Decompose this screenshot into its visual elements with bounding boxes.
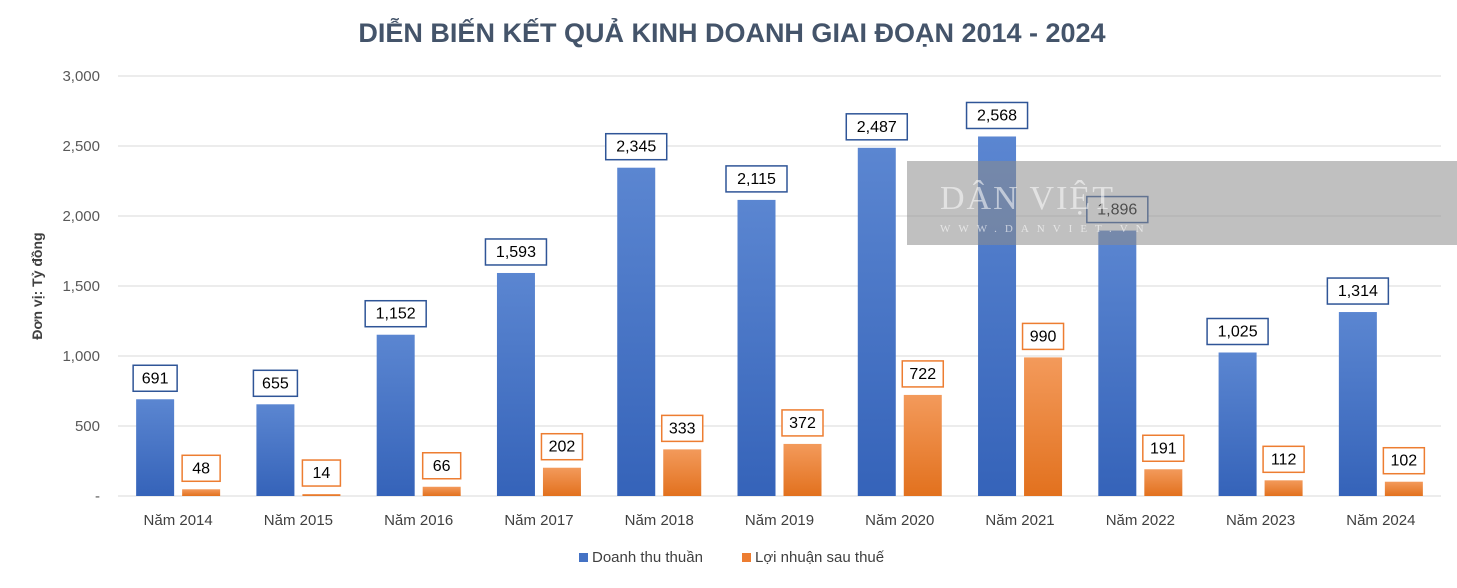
bar-loi-nhuan [1384, 481, 1423, 496]
x-tick-label: Năm 2016 [384, 512, 453, 529]
data-label: 1,314 [1338, 283, 1378, 300]
gridlines [118, 75, 1441, 497]
data-label-box [364, 299, 427, 328]
data-label-box [132, 364, 178, 393]
data-labels: 691 48 655 14 1,152 66 1,593 202 2,345 333 2,115 37… [132, 101, 1426, 487]
bar-loi-nhuan [1264, 480, 1303, 496]
y-tick-label: - [95, 488, 100, 505]
data-label-box [1382, 446, 1426, 475]
y-axis-label: Đơn vị: Tỷ đồng [29, 232, 45, 339]
x-tick-label: Năm 2019 [745, 512, 814, 529]
data-label-box [725, 165, 788, 193]
x-tick-label: Năm 2020 [865, 512, 934, 529]
legend: Doanh thu thuần Lợi nhuận sau thuế [579, 549, 885, 566]
bar-loi-nhuan [903, 394, 942, 496]
y-axis-ticks: - 500 1,000 1,500 2,000 2,500 3,000 [62, 68, 100, 505]
data-label-box [965, 101, 1029, 130]
data-label: 66 [433, 458, 451, 475]
data-label: 102 [1391, 453, 1418, 470]
data-label: 372 [789, 415, 816, 432]
x-tick-label: Năm 2014 [144, 512, 213, 529]
data-label-box [901, 360, 945, 388]
bar-loi-nhuan [1024, 357, 1063, 496]
data-label: 112 [1271, 451, 1297, 468]
bar-doanh-thu [136, 399, 175, 496]
bar-doanh-thu [1338, 312, 1377, 496]
bar-loi-nhuan [1144, 469, 1183, 496]
data-label-box [1326, 277, 1390, 305]
bar-doanh-thu [1218, 352, 1257, 496]
data-label: 202 [549, 439, 576, 456]
x-tick-label: Năm 2017 [504, 512, 573, 529]
legend-swatch-doanh-thu [579, 553, 588, 562]
watermark-url: WWW.DANVIET.VN [940, 223, 1152, 235]
data-label: 191 [1150, 440, 1177, 457]
data-label-box [660, 414, 704, 443]
watermark-brand: DÂN VIỆT [940, 180, 1115, 217]
watermark: DÂN VIỆT WWW.DANVIET.VN [907, 161, 1457, 245]
data-label: 722 [909, 366, 936, 383]
data-label-box [540, 432, 584, 461]
data-label-box [845, 113, 909, 141]
x-tick-label: Năm 2023 [1226, 512, 1295, 529]
data-label: 2,487 [857, 119, 897, 136]
bar-doanh-thu [737, 199, 776, 496]
data-label-box [301, 459, 342, 487]
bar-series [136, 136, 1423, 497]
x-tick-label: Năm 2015 [264, 512, 333, 529]
bar-loi-nhuan [422, 486, 461, 496]
bar-doanh-thu [617, 167, 656, 496]
data-label-box [1262, 445, 1305, 474]
bar-doanh-thu [256, 404, 295, 496]
bar-loi-nhuan [542, 467, 581, 496]
bar-doanh-thu [857, 147, 896, 496]
data-label: 990 [1030, 328, 1057, 345]
bar-doanh-thu [496, 272, 535, 496]
data-label-box [484, 238, 548, 266]
x-axis-ticks: Năm 2014 Năm 2015 Năm 2016 Năm 2017 Năm 2018… [144, 512, 1416, 529]
data-label-box [781, 409, 824, 437]
y-tick-label: 2,500 [62, 138, 100, 155]
y-tick-label: 500 [75, 418, 100, 435]
x-tick-label: Năm 2022 [1106, 512, 1175, 529]
data-label-box [181, 454, 221, 483]
watermark-band [907, 161, 1457, 245]
data-label: 48 [192, 460, 210, 477]
data-label: 2,115 [737, 171, 776, 188]
legend-label: Doanh thu thuần [592, 549, 703, 566]
data-label-box [1021, 322, 1065, 351]
x-tick-label: Năm 2021 [985, 512, 1054, 529]
legend-label: Lợi nhuận sau thuế [755, 549, 885, 566]
data-label: 1,593 [496, 244, 536, 261]
y-tick-label: 2,000 [62, 208, 100, 225]
legend-swatch-loi-nhuan [742, 553, 751, 562]
data-label: 655 [262, 375, 289, 392]
bar-doanh-thu [1098, 230, 1137, 496]
data-label: 14 [313, 465, 331, 482]
data-label: 2,568 [977, 107, 1017, 124]
x-tick-label: Năm 2018 [625, 512, 694, 529]
data-label-box [252, 369, 299, 398]
x-tick-label: Năm 2024 [1346, 512, 1415, 529]
data-label: 1,152 [376, 306, 416, 323]
y-tick-label: 1,500 [62, 278, 100, 295]
bar-loi-nhuan [302, 494, 341, 496]
bar-doanh-thu [376, 334, 415, 496]
chart-title: DIỄN BIẾN KẾT QUẢ KINH DOANH GIAI ĐOẠN 2… [358, 16, 1105, 48]
data-label: 333 [669, 420, 696, 437]
data-label: 691 [142, 370, 169, 387]
data-label: 2,345 [616, 139, 656, 156]
data-label-box [421, 452, 462, 480]
data-label: 1,025 [1218, 324, 1258, 341]
data-label-box [1206, 317, 1269, 346]
data-label-box [604, 132, 668, 161]
y-tick-label: 1,000 [62, 348, 100, 365]
bar-loi-nhuan [182, 489, 221, 496]
y-tick-label: 3,000 [62, 68, 100, 85]
data-label-box [1142, 434, 1185, 463]
bar-loi-nhuan [663, 449, 702, 496]
bar-loi-nhuan [783, 443, 822, 496]
